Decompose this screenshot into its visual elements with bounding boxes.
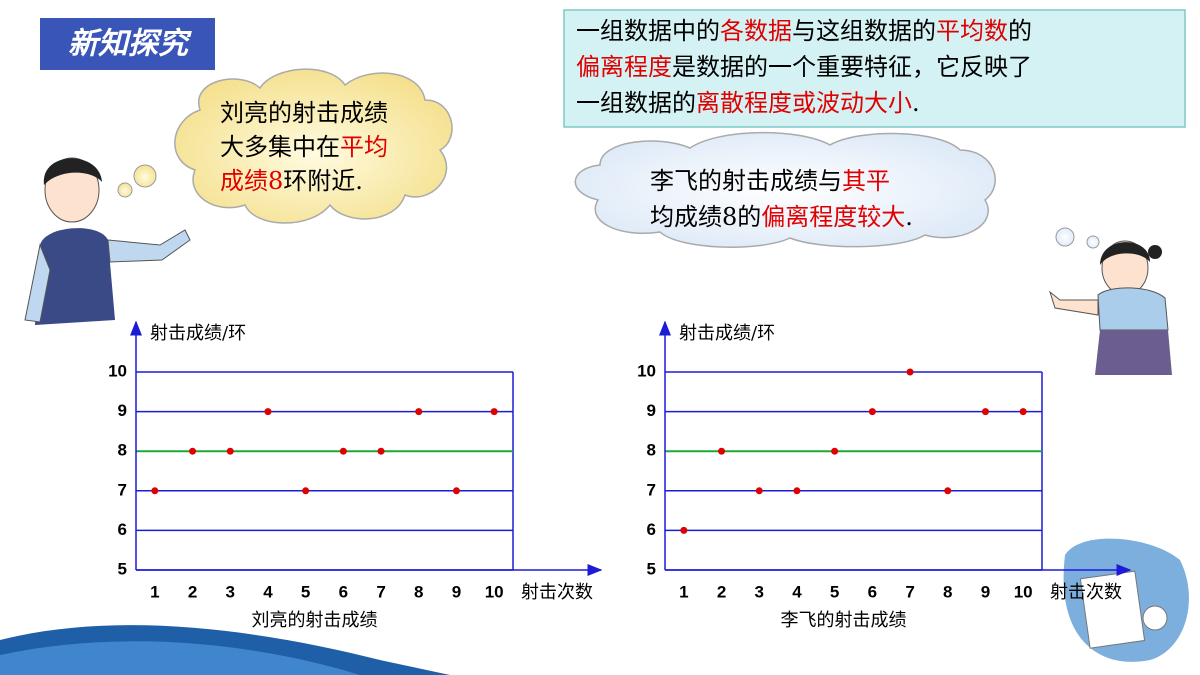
- text-segment: 平均数: [936, 17, 1008, 45]
- x-axis-label: 射击次数: [521, 582, 593, 603]
- x-tick-label: 8: [414, 582, 423, 601]
- y-tick-label: 5: [647, 559, 656, 578]
- y-tick-label: 5: [118, 559, 127, 578]
- girl-figure: [1049, 240, 1172, 375]
- y-tick-label: 8: [647, 441, 656, 460]
- y-tick-label: 8: [118, 441, 127, 460]
- x-tick-label: 6: [868, 582, 877, 601]
- x-tick-label: 3: [226, 582, 235, 601]
- text-segment: 与这组数据的: [792, 17, 936, 45]
- data-point: [490, 408, 498, 416]
- header-title: 新知探究: [68, 27, 192, 62]
- text-segment: 刘亮的射击成绩: [220, 99, 388, 127]
- x-tick-label: 6: [339, 582, 348, 601]
- data-point: [718, 447, 726, 455]
- data-point: [868, 408, 876, 416]
- data-point: [452, 487, 460, 495]
- data-point: [264, 408, 272, 416]
- data-point: [944, 487, 952, 495]
- data-point: [755, 487, 763, 495]
- text-segment: 偏离程度: [576, 53, 672, 81]
- text-segment: 李飞的射击成绩与: [650, 167, 842, 195]
- x-tick-label: 9: [981, 582, 990, 601]
- y-axis-label: 射击成绩/环: [679, 323, 775, 344]
- data-point: [151, 487, 159, 495]
- data-point: [981, 408, 989, 416]
- y-tick-label: 7: [647, 480, 656, 499]
- data-point: [339, 447, 347, 455]
- header-badge: [40, 18, 215, 70]
- data-point: [831, 447, 839, 455]
- data-point: [189, 447, 197, 455]
- x-tick-label: 4: [792, 582, 802, 601]
- data-point: [226, 447, 234, 455]
- definition-text: 一组数据中的各数据与这组数据的平均数的偏离程度是数据的一个重要特征，它反映了一组…: [576, 17, 1032, 117]
- y-tick-label: 7: [118, 480, 127, 499]
- y-axis-label: 射击成绩/环: [150, 323, 246, 344]
- text-segment: 成绩8: [220, 167, 283, 195]
- data-point: [377, 447, 385, 455]
- data-point: [906, 368, 914, 376]
- y-tick-label: 6: [118, 520, 127, 539]
- chart-caption: 李飞的射击成绩: [781, 610, 907, 631]
- data-point: [1019, 408, 1027, 416]
- data-point: [680, 526, 688, 534]
- x-axis-label: 射击次数: [1050, 582, 1122, 603]
- text-segment: 大多集中在: [220, 133, 340, 161]
- x-tick-label: 10: [485, 582, 504, 601]
- definition-box: [563, 9, 1186, 128]
- wave: [0, 641, 360, 675]
- text-segment: 平均: [340, 133, 388, 161]
- boy-figure: [24, 157, 191, 325]
- x-tick-label: 5: [830, 582, 839, 601]
- text-segment: 离散程度或波动大小: [696, 89, 912, 117]
- text-segment: 的: [1008, 17, 1032, 45]
- text-segment: 各数据: [720, 17, 792, 45]
- x-tick-label: 7: [376, 582, 385, 601]
- x-tick-label: 8: [943, 582, 952, 601]
- text-segment: 均成绩8的: [650, 203, 761, 231]
- data-point: [415, 408, 423, 416]
- chart-caption: 刘亮的射击成绩: [252, 610, 378, 631]
- y-tick-label: 10: [108, 361, 127, 380]
- thought-left-text: 刘亮的射击成绩大多集中在平均成绩8环附近.: [220, 99, 388, 195]
- x-tick-label: 9: [452, 582, 461, 601]
- y-tick-label: 9: [647, 401, 656, 420]
- text-segment: 其平: [842, 167, 890, 195]
- x-tick-label: 5: [301, 582, 310, 601]
- text-segment: 环附近.: [283, 167, 363, 195]
- text-segment: .: [912, 89, 920, 117]
- x-tick-label: 4: [263, 582, 273, 601]
- text-segment: 一组数据中的: [576, 17, 720, 45]
- data-point: [302, 487, 310, 495]
- text-segment: 是数据的一个重要特征，它反映了: [672, 53, 1032, 81]
- x-tick-label: 1: [679, 582, 688, 601]
- y-tick-label: 10: [637, 361, 656, 380]
- x-tick-label: 2: [188, 582, 197, 601]
- x-tick-label: 3: [755, 582, 764, 601]
- y-tick-label: 6: [647, 520, 656, 539]
- text-segment: .: [905, 203, 913, 231]
- text-segment: 偏离程度较大: [761, 203, 905, 231]
- x-tick-label: 1: [150, 582, 159, 601]
- data-point: [793, 487, 801, 495]
- thought-right-text: 李飞的射击成绩与其平均成绩8的偏离程度较大.: [650, 167, 913, 231]
- x-tick-label: 7: [905, 582, 914, 601]
- x-tick-label: 10: [1014, 582, 1033, 601]
- thought-cloud-left: [117, 68, 453, 224]
- thought-cloud-right: [574, 131, 1100, 249]
- text-segment: 一组数据的: [576, 89, 696, 117]
- x-tick-label: 2: [717, 582, 726, 601]
- y-tick-label: 9: [118, 401, 127, 420]
